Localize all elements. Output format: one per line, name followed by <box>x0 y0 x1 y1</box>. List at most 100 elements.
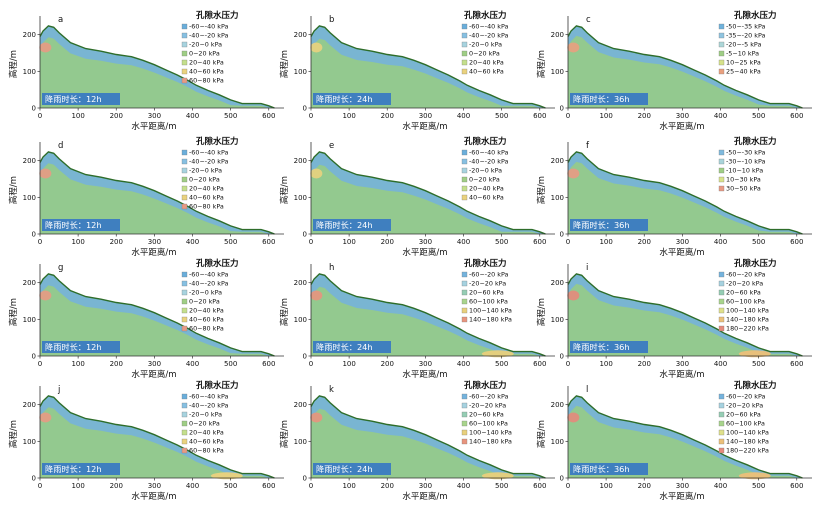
legend-swatch <box>181 298 188 305</box>
x-tick-label: 400 <box>714 238 727 246</box>
x-axis-title: 水平距离/m <box>659 369 704 380</box>
x-tick-label: 500 <box>224 482 237 490</box>
y-axis-title: 高程/m <box>536 176 547 204</box>
x-axis-title: 水平距离/m <box>659 121 704 132</box>
unsaturated-zone <box>568 395 803 478</box>
legend-entry: -20~20 kPa <box>726 402 763 410</box>
legend-swatch <box>461 411 468 418</box>
legend-swatch <box>181 176 188 183</box>
x-tick-label: 100 <box>342 482 355 490</box>
legend-swatch <box>718 167 725 174</box>
y-tick-label: 0 <box>560 475 564 483</box>
legend-entry: -60~-40 kPa <box>189 393 229 401</box>
unsaturated-zone <box>311 273 546 356</box>
legend-swatch <box>718 316 725 323</box>
x-tick-label: 300 <box>419 238 432 246</box>
y-tick-label: 100 <box>294 68 307 76</box>
legend-entry: -50~-35 kPa <box>726 23 766 31</box>
legend-swatch <box>181 393 188 400</box>
x-tick-label: 300 <box>419 112 432 120</box>
x-tick-label: 400 <box>186 112 199 120</box>
legend-swatch <box>718 32 725 39</box>
legend-entry: -40~-20 kPa <box>189 280 229 288</box>
legend-entry: 140~180 kPa <box>726 316 769 324</box>
legend-swatch <box>461 280 468 287</box>
slope-surface <box>39 25 275 109</box>
legend-entry: -35~-20 kPa <box>726 32 766 40</box>
legend: 孔隙水压力 -60~-40 kPa-40~-20 kPa-20~0 kPa0~20… <box>181 10 239 85</box>
legend-swatch <box>718 185 725 192</box>
legend-title: 孔隙水压力 <box>734 10 777 21</box>
legend-swatch <box>718 325 725 332</box>
unsaturated-zone <box>568 25 803 108</box>
x-tick-label: 500 <box>752 360 765 368</box>
legend-entry: -20~0 kPa <box>189 41 222 49</box>
x-tick-label: 600 <box>790 482 803 490</box>
legend-entry: 100~140 kPa <box>726 429 769 437</box>
panel-i: 0 100 200 300 400 500 600 0 100 200 水平距离/m 高程/m i 降雨时… <box>536 258 812 380</box>
y-axis-title: 高程/m <box>536 420 547 448</box>
y-axis-title: 高程/m <box>279 176 290 204</box>
panel-k: 0 100 200 300 400 500 600 0 100 200 水平距离/m 高程/m k 降雨时… <box>279 380 555 502</box>
slope-surface <box>310 25 546 109</box>
x-tick-label: 0 <box>38 238 42 246</box>
x-tick-label: 500 <box>752 238 765 246</box>
rain-duration-label: 降雨时长：24h <box>316 342 373 352</box>
x-tick-label: 200 <box>110 360 123 368</box>
legend-entry: 40~60 kPa <box>469 194 504 202</box>
legend-entry: -20~20 kPa <box>469 280 506 288</box>
legend-entry: 20~60 kPa <box>726 289 761 297</box>
legend-swatch <box>461 393 468 400</box>
panel-h: 0 100 200 300 400 500 600 0 100 200 水平距离/m 高程/m h 降雨时… <box>279 258 555 380</box>
x-tick-label: 600 <box>790 360 803 368</box>
x-tick-label: 0 <box>309 238 313 246</box>
legend-entry: -30~-10 kPa <box>726 158 766 166</box>
legend-entry: -20~20 kPa <box>469 402 506 410</box>
y-axis-title: 高程/m <box>279 420 290 448</box>
x-tick-label: 600 <box>262 360 275 368</box>
x-tick-label: 0 <box>38 482 42 490</box>
x-tick-label: 200 <box>381 112 394 120</box>
legend-entry: 40~60 kPa <box>189 68 224 76</box>
legend-entry: -60~-20 kPa <box>469 393 509 401</box>
x-tick-label: 300 <box>148 238 161 246</box>
legend-entry: 140~180 kPa <box>469 438 512 446</box>
x-axis-title: 水平距离/m <box>659 491 704 502</box>
legend-title: 孔隙水压力 <box>196 10 239 21</box>
y-tick-label: 200 <box>294 401 307 409</box>
y-tick-label: 0 <box>32 105 36 113</box>
x-tick-label: 500 <box>752 112 765 120</box>
x-tick-label: 400 <box>457 360 470 368</box>
legend-swatch <box>461 307 468 314</box>
rain-duration-label: 降雨时长：12h <box>45 342 102 352</box>
y-tick-label: 100 <box>294 194 307 202</box>
y-axis-title: 高程/m <box>8 298 19 326</box>
legend-swatch <box>181 203 188 210</box>
legend: 孔隙水压力 -60~-40 kPa-40~-20 kPa-20~0 kPa0~20… <box>461 136 509 202</box>
x-tick-label: 300 <box>148 482 161 490</box>
legend-entry: -20~0 kPa <box>469 167 502 175</box>
legend-entry: 60~80 kPa <box>189 447 224 455</box>
legend-swatch <box>181 289 188 296</box>
legend-title: 孔隙水压力 <box>196 258 239 269</box>
legend-entry: 0~20 kPa <box>189 176 220 184</box>
y-axis-title: 高程/m <box>536 50 547 78</box>
legend-swatch <box>461 158 468 165</box>
slope-surface <box>310 151 546 235</box>
panel-f: 0 100 200 300 400 500 600 0 100 200 水平距离/m 高程/m f 降雨时… <box>536 136 812 258</box>
legend-entry: -20~-5 kPa <box>726 41 761 49</box>
y-axis-title: 高程/m <box>8 176 19 204</box>
legend-entry: 40~60 kPa <box>469 68 504 76</box>
panel-e: 0 100 200 300 400 500 600 0 100 200 水平距离/m 高程/m e 降雨时… <box>279 136 555 258</box>
pressure-lens <box>567 42 580 53</box>
legend-swatch <box>718 298 725 305</box>
toe-pressure-zone <box>210 472 243 480</box>
x-tick-label: 400 <box>457 482 470 490</box>
legend-entry: 60~100 kPa <box>726 420 765 428</box>
y-tick-label: 100 <box>551 68 564 76</box>
x-tick-label: 600 <box>790 238 803 246</box>
legend-swatch <box>181 402 188 409</box>
x-tick-label: 600 <box>533 482 546 490</box>
legend-swatch <box>181 438 188 445</box>
